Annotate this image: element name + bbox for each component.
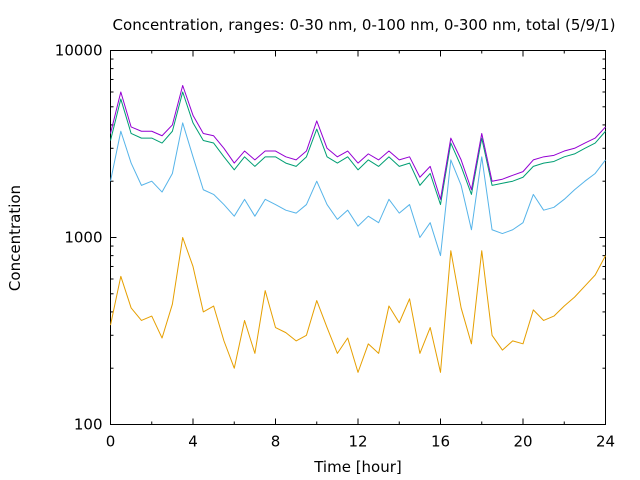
series-line-3 [110,84,606,200]
x-tick-label: 24 [596,433,615,451]
axis-ticks: 0 4 8 12 16 20 24 100 1000 10000 [55,42,615,451]
series-line-0 [110,237,606,373]
x-tick-label: 16 [431,433,450,451]
series-line-2 [110,91,606,206]
series-group [110,84,606,373]
chart-title: Concentration, ranges: 0-30 nm, 0-100 nm… [113,16,616,34]
x-tick-label: 4 [188,433,198,451]
x-tick-label: 8 [271,433,281,451]
y-tick-label: 100 [74,416,103,434]
y-tick-label: 10000 [55,42,103,60]
x-tick-label: 20 [513,433,532,451]
x-axis-label: Time [hour] [313,458,402,476]
y-axis-label: Concentration [6,185,24,291]
x-tick-label: 0 [106,433,116,451]
plot-area [110,50,606,425]
series-line-1 [110,122,606,257]
x-tick-label: 12 [348,433,367,451]
y-tick-label: 1000 [64,229,102,247]
